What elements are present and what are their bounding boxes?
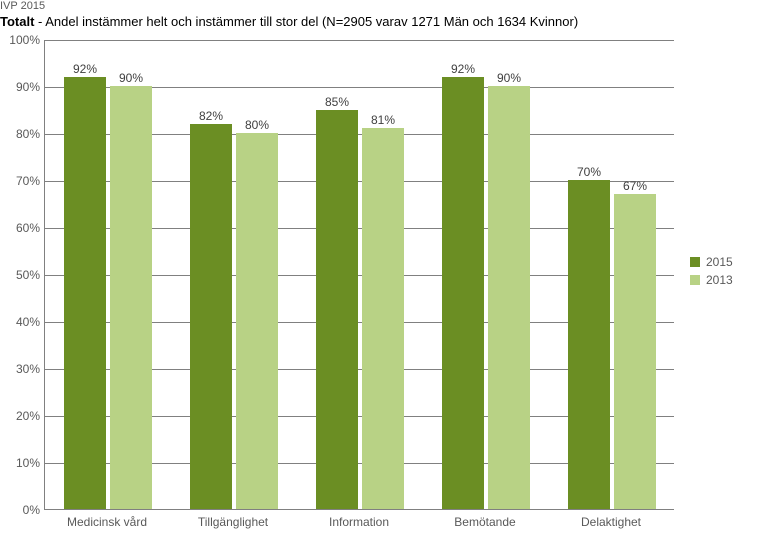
y-tick-label: 80%	[0, 127, 40, 141]
bar	[236, 133, 278, 509]
legend-swatch	[690, 275, 700, 285]
y-tick-label: 60%	[0, 221, 40, 235]
chart-title: Totalt - Andel instämmer helt och instäm…	[0, 14, 578, 29]
y-tick-label: 100%	[0, 33, 40, 47]
chart-title-bold: Totalt	[0, 14, 34, 29]
legend-item: 2015	[690, 255, 733, 269]
bar	[316, 110, 358, 510]
legend-item: 2013	[690, 273, 733, 287]
bar-value-label: 67%	[623, 179, 647, 193]
y-tick-label: 50%	[0, 268, 40, 282]
x-tick-label: Bemötande	[454, 515, 515, 529]
y-tick-label: 30%	[0, 362, 40, 376]
bar-value-label: 90%	[119, 71, 143, 85]
legend: 2015 2013	[690, 255, 733, 291]
y-tick-label: 90%	[0, 80, 40, 94]
x-tick-label: Medicinsk vård	[67, 515, 147, 529]
subheader-text: IVP 2015	[0, 0, 45, 12]
bar-value-label: 92%	[451, 62, 475, 76]
bar	[488, 86, 530, 509]
y-tick-label: 20%	[0, 409, 40, 423]
bar-value-label: 85%	[325, 95, 349, 109]
x-tick-label: Information	[329, 515, 389, 529]
bar	[64, 77, 106, 509]
y-tick-label: 0%	[0, 503, 40, 517]
y-tick-label: 70%	[0, 174, 40, 188]
bar	[190, 124, 232, 509]
x-tick-label: Tillgänglighet	[198, 515, 268, 529]
bar	[568, 180, 610, 509]
bar	[110, 86, 152, 509]
bar-value-label: 70%	[577, 165, 601, 179]
chart-title-rest: - Andel instämmer helt och instämmer til…	[34, 14, 578, 29]
legend-swatch	[690, 257, 700, 267]
plot-area: 92% 90% 82% 80% 85% 81% 92% 90% 70% 67%	[44, 40, 674, 510]
bar-value-label: 92%	[73, 62, 97, 76]
gridline	[45, 40, 674, 41]
y-tick-label: 10%	[0, 456, 40, 470]
legend-label: 2015	[706, 255, 733, 269]
bar-value-label: 90%	[497, 71, 521, 85]
x-tick-label: Delaktighet	[581, 515, 641, 529]
bar-value-label: 80%	[245, 118, 269, 132]
bar-value-label: 82%	[199, 109, 223, 123]
bar	[362, 128, 404, 509]
bar	[442, 77, 484, 509]
bar	[614, 194, 656, 509]
y-tick-label: 40%	[0, 315, 40, 329]
bar-value-label: 81%	[371, 113, 395, 127]
legend-label: 2013	[706, 273, 733, 287]
